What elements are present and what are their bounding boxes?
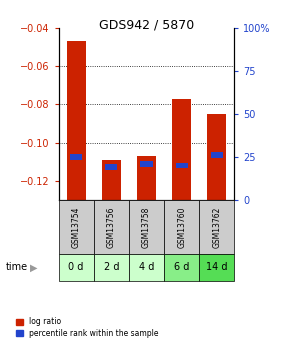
Text: GSM13754: GSM13754 bbox=[72, 206, 81, 248]
Bar bbox=[59, 254, 94, 281]
Bar bbox=[172, 99, 191, 200]
Text: 0 d: 0 d bbox=[69, 263, 84, 272]
Bar bbox=[94, 200, 129, 254]
Bar bbox=[211, 152, 223, 158]
Text: 2 d: 2 d bbox=[104, 263, 119, 272]
Bar bbox=[129, 200, 164, 254]
Text: GDS942 / 5870: GDS942 / 5870 bbox=[99, 19, 194, 32]
Bar bbox=[199, 254, 234, 281]
Bar bbox=[129, 254, 164, 281]
Text: 4 d: 4 d bbox=[139, 263, 154, 272]
Bar bbox=[164, 254, 199, 281]
Text: GSM13758: GSM13758 bbox=[142, 206, 151, 247]
Text: 6 d: 6 d bbox=[174, 263, 189, 272]
Bar bbox=[102, 160, 121, 200]
Bar bbox=[67, 41, 86, 200]
Bar bbox=[199, 200, 234, 254]
Bar bbox=[59, 200, 94, 254]
Bar bbox=[137, 156, 156, 200]
Text: GSM13762: GSM13762 bbox=[212, 206, 221, 247]
Bar bbox=[176, 163, 188, 168]
Text: GSM13756: GSM13756 bbox=[107, 206, 116, 248]
Text: time: time bbox=[6, 263, 28, 272]
Text: ▶: ▶ bbox=[30, 263, 38, 272]
Bar bbox=[140, 161, 153, 167]
Text: GSM13760: GSM13760 bbox=[177, 206, 186, 248]
Text: 14 d: 14 d bbox=[206, 263, 228, 272]
Bar bbox=[207, 114, 226, 200]
Bar bbox=[105, 165, 117, 170]
Legend: log ratio, percentile rank within the sample: log ratio, percentile rank within the sa… bbox=[16, 317, 159, 338]
Bar bbox=[164, 200, 199, 254]
Bar bbox=[70, 154, 82, 160]
Bar bbox=[94, 254, 129, 281]
